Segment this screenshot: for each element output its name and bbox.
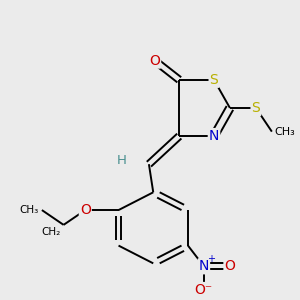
Text: CH₂: CH₂: [41, 227, 61, 237]
Text: O: O: [224, 259, 235, 273]
Text: N: N: [199, 259, 209, 273]
Text: S: S: [210, 73, 218, 87]
Text: O: O: [149, 54, 160, 68]
Text: O⁻: O⁻: [195, 283, 213, 297]
Text: O: O: [80, 203, 91, 217]
Text: N: N: [209, 129, 219, 143]
Text: CH₃: CH₃: [275, 127, 296, 136]
Text: H: H: [116, 154, 126, 167]
Text: CH₃: CH₃: [20, 205, 39, 215]
Text: S: S: [252, 101, 260, 115]
Text: +: +: [207, 254, 215, 264]
